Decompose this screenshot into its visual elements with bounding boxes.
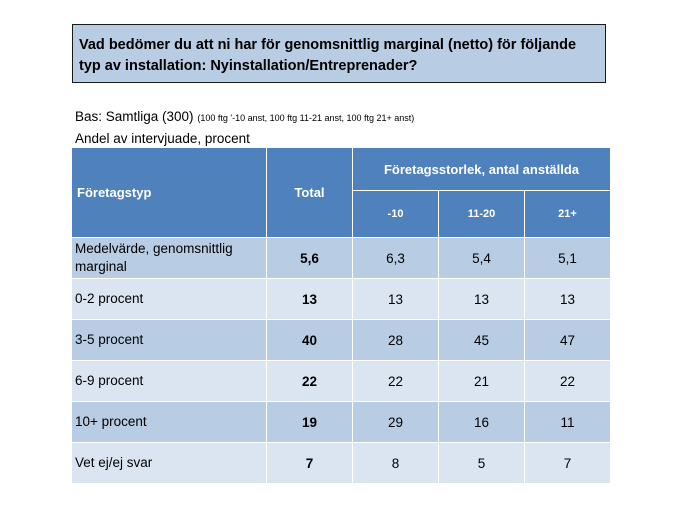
table-subtitle: Andel av intervjuade, procent — [75, 131, 250, 146]
row-label: Vet ej/ej svar — [71, 442, 267, 484]
row-value: 13 — [438, 278, 525, 320]
question-title: Vad bedömer du att ni har för genomsnitt… — [72, 24, 606, 83]
table-row: Medelvärde, genomsnittlig marginal 5,6 6… — [71, 237, 611, 279]
table-row: 10+ procent 19 29 16 11 — [71, 401, 611, 443]
row-value: 16 — [438, 401, 525, 443]
results-table: Företagstyp Total Företagsstorlek, antal… — [71, 147, 611, 484]
header-size-0: -10 — [352, 190, 439, 238]
row-total: 7 — [266, 442, 353, 484]
row-value: 45 — [438, 319, 525, 361]
row-value: 8 — [352, 442, 439, 484]
header-company-size: Företagsstorlek, antal anställda — [352, 147, 611, 191]
row-label: 0-2 procent — [71, 278, 267, 320]
row-value: 7 — [524, 442, 611, 484]
row-label: 6-9 procent — [71, 360, 267, 402]
row-value: 13 — [352, 278, 439, 320]
row-value: 28 — [352, 319, 439, 361]
header-company-type: Företagstyp — [71, 147, 267, 238]
table-row: 0-2 procent 13 13 13 13 — [71, 278, 611, 320]
table-row: 3-5 procent 40 28 45 47 — [71, 319, 611, 361]
row-label: 10+ procent — [71, 401, 267, 443]
row-value: 5,4 — [438, 237, 525, 279]
row-label: Medelvärde, genomsnittlig marginal — [71, 237, 267, 279]
row-value: 47 — [524, 319, 611, 361]
base-label: Bas: Samtliga (300) — [75, 109, 194, 124]
header-size-2: 21+ — [524, 190, 611, 238]
table-row: Vet ej/ej svar 7 8 5 7 — [71, 442, 611, 484]
row-value: 13 — [524, 278, 611, 320]
base-info: Bas: Samtliga (300) (100 ftg '-10 anst, … — [75, 109, 414, 124]
row-value: 11 — [524, 401, 611, 443]
row-value: 21 — [438, 360, 525, 402]
row-total: 22 — [266, 360, 353, 402]
row-total: 5,6 — [266, 237, 353, 279]
row-value: 5,1 — [524, 237, 611, 279]
header-size-1: 11-20 — [438, 190, 525, 238]
header-total: Total — [266, 147, 353, 238]
row-label: 3-5 procent — [71, 319, 267, 361]
row-value: 5 — [438, 442, 525, 484]
row-total: 13 — [266, 278, 353, 320]
table-row: 6-9 procent 22 22 21 22 — [71, 360, 611, 402]
row-value: 29 — [352, 401, 439, 443]
row-value: 22 — [352, 360, 439, 402]
base-note: (100 ftg '-10 anst, 100 ftg 11-21 anst, … — [197, 113, 415, 123]
row-total: 19 — [266, 401, 353, 443]
row-total: 40 — [266, 319, 353, 361]
row-value: 6,3 — [352, 237, 439, 279]
row-value: 22 — [524, 360, 611, 402]
